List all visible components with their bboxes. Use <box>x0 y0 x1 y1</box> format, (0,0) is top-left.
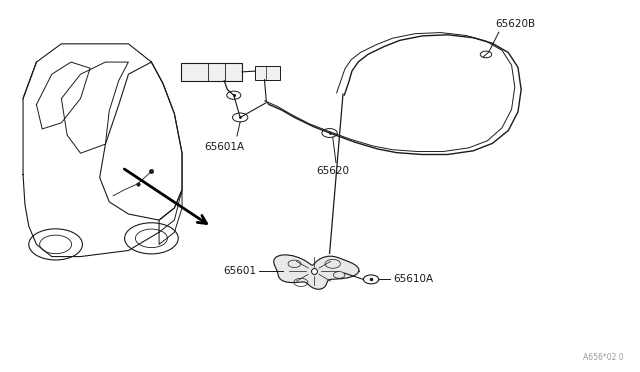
Text: 65601: 65601 <box>223 266 256 276</box>
Text: 65620B: 65620B <box>495 19 536 29</box>
Polygon shape <box>274 255 359 289</box>
FancyBboxPatch shape <box>180 63 242 81</box>
Text: 65601A: 65601A <box>204 141 244 151</box>
Text: 65610A: 65610A <box>394 275 433 284</box>
Text: A656*02 0: A656*02 0 <box>582 353 623 362</box>
FancyBboxPatch shape <box>255 66 280 80</box>
Text: 65620: 65620 <box>316 166 349 176</box>
